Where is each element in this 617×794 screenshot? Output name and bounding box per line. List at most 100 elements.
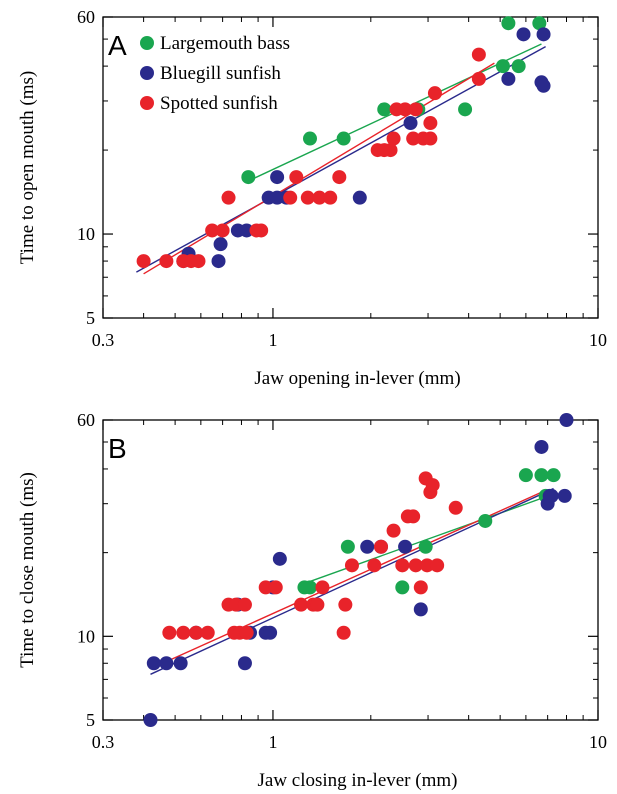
data-point-spotted bbox=[258, 580, 273, 595]
data-point-spotted bbox=[413, 580, 428, 595]
data-point-largemouth bbox=[241, 170, 256, 185]
data-point-largemouth bbox=[532, 16, 547, 31]
data-point-spotted bbox=[268, 580, 283, 595]
data-point-spotted bbox=[323, 190, 338, 205]
data-point-spotted bbox=[336, 625, 351, 640]
data-point-bluegill bbox=[143, 713, 158, 727]
data-point-bluegill bbox=[403, 116, 418, 131]
data-point-spotted bbox=[344, 558, 359, 573]
y-tick-label: 5 bbox=[86, 308, 95, 328]
data-point-spotted bbox=[406, 131, 421, 146]
data-point-bluegill bbox=[159, 656, 174, 671]
x-axis-title: Jaw opening in-lever (mm) bbox=[254, 368, 460, 389]
x-tick-label: 10 bbox=[589, 732, 607, 752]
data-point-bluegill bbox=[213, 237, 228, 252]
data-point-spotted bbox=[239, 625, 254, 640]
data-point-largemouth bbox=[336, 131, 351, 146]
data-point-bluegill bbox=[263, 625, 278, 640]
data-point-bluegill bbox=[557, 488, 572, 503]
data-point-spotted bbox=[425, 478, 440, 493]
data-point-bluegill bbox=[211, 254, 226, 269]
data-point-spotted bbox=[332, 170, 347, 185]
data-point-spotted bbox=[408, 102, 423, 117]
data-point-spotted bbox=[312, 190, 327, 205]
x-tick-label: 10 bbox=[589, 330, 607, 350]
data-point-spotted bbox=[406, 509, 421, 524]
data-point-spotted bbox=[289, 170, 304, 185]
data-point-bluegill bbox=[352, 190, 367, 205]
data-point-spotted bbox=[136, 254, 151, 269]
data-point-spotted bbox=[471, 47, 486, 62]
data-point-largemouth bbox=[395, 580, 410, 595]
data-point-largemouth bbox=[495, 59, 510, 74]
data-point-spotted bbox=[254, 223, 269, 238]
data-point-spotted bbox=[423, 116, 438, 131]
data-point-spotted bbox=[471, 71, 486, 86]
panel-b: 0.3 1 10 5 10 60 Jaw closing in-lever (mm) Time… bbox=[17, 410, 607, 791]
data-point-spotted bbox=[283, 190, 298, 205]
data-point-bluegill bbox=[534, 439, 549, 454]
legend-label: Spotted sunfish bbox=[160, 93, 278, 114]
data-point-largemouth bbox=[302, 580, 317, 595]
x-tick-label: 0.3 bbox=[92, 732, 115, 752]
data-point-bluegill bbox=[536, 78, 551, 93]
legend-marker-spotted bbox=[140, 96, 154, 110]
data-point-largemouth bbox=[478, 513, 493, 528]
y-tick-label: 60 bbox=[77, 410, 95, 430]
plot-frame bbox=[102, 419, 599, 721]
data-point-spotted bbox=[221, 190, 236, 205]
legend-marker-largemouth bbox=[140, 36, 154, 50]
data-point-spotted bbox=[386, 131, 401, 146]
data-point-spotted bbox=[300, 190, 315, 205]
x-tick-label: 1 bbox=[268, 732, 277, 752]
data-point-spotted bbox=[395, 558, 410, 573]
data-point-largemouth bbox=[518, 468, 533, 483]
data-point-spotted bbox=[420, 558, 435, 573]
data-point-spotted bbox=[205, 223, 220, 238]
data-point-spotted bbox=[162, 625, 177, 640]
data-point-bluegill bbox=[559, 413, 574, 427]
panel-a: 0.3 1 10 5 10 60 Jaw opening in-lever (mm) Time… bbox=[17, 7, 607, 389]
plot-frame bbox=[102, 16, 599, 319]
data-point-spotted bbox=[448, 500, 463, 515]
data-point-bluegill bbox=[237, 656, 252, 671]
data-point-spotted bbox=[215, 223, 230, 238]
data-point-largemouth bbox=[501, 16, 516, 31]
y-tick-label: 10 bbox=[77, 224, 95, 244]
fit-line-bluegill bbox=[150, 487, 554, 675]
y-tick-label: 60 bbox=[77, 7, 95, 27]
data-point-spotted bbox=[200, 625, 215, 640]
y-tick-label: 10 bbox=[77, 626, 95, 646]
legend-label: Bluegill sunfish bbox=[160, 63, 281, 84]
data-point-spotted bbox=[423, 131, 438, 146]
data-point-spotted bbox=[191, 254, 206, 269]
data-point-bluegill bbox=[239, 223, 254, 238]
y-tick-label: 5 bbox=[86, 710, 95, 730]
data-point-largemouth bbox=[340, 539, 355, 554]
data-point-bluegill bbox=[536, 27, 551, 42]
data-point-spotted bbox=[374, 539, 389, 554]
data-point-bluegill bbox=[272, 551, 287, 566]
data-point-bluegill bbox=[146, 656, 161, 671]
data-point-spotted bbox=[189, 625, 204, 640]
data-point-bluegill bbox=[398, 539, 413, 554]
y-axis-title: Time to close mouth (ms) bbox=[17, 472, 38, 668]
data-point-bluegill bbox=[173, 656, 188, 671]
data-point-spotted bbox=[310, 597, 325, 612]
x-tick-label: 0.3 bbox=[92, 330, 115, 350]
data-point-spotted bbox=[386, 523, 401, 538]
legend-marker-bluegill bbox=[140, 66, 154, 80]
data-point-spotted bbox=[427, 86, 442, 101]
x-tick-label: 1 bbox=[268, 330, 277, 350]
data-point-largemouth bbox=[377, 102, 392, 117]
data-point-largemouth bbox=[534, 468, 549, 483]
y-axis-title: Time to open mouth (ms) bbox=[17, 71, 38, 265]
data-point-spotted bbox=[176, 625, 191, 640]
data-point-spotted bbox=[430, 558, 445, 573]
legend-label: Largemouth bass bbox=[160, 33, 290, 54]
data-point-spotted bbox=[367, 558, 382, 573]
data-point-bluegill bbox=[413, 602, 428, 617]
data-point-largemouth bbox=[458, 102, 473, 117]
data-point-bluegill bbox=[270, 170, 285, 185]
